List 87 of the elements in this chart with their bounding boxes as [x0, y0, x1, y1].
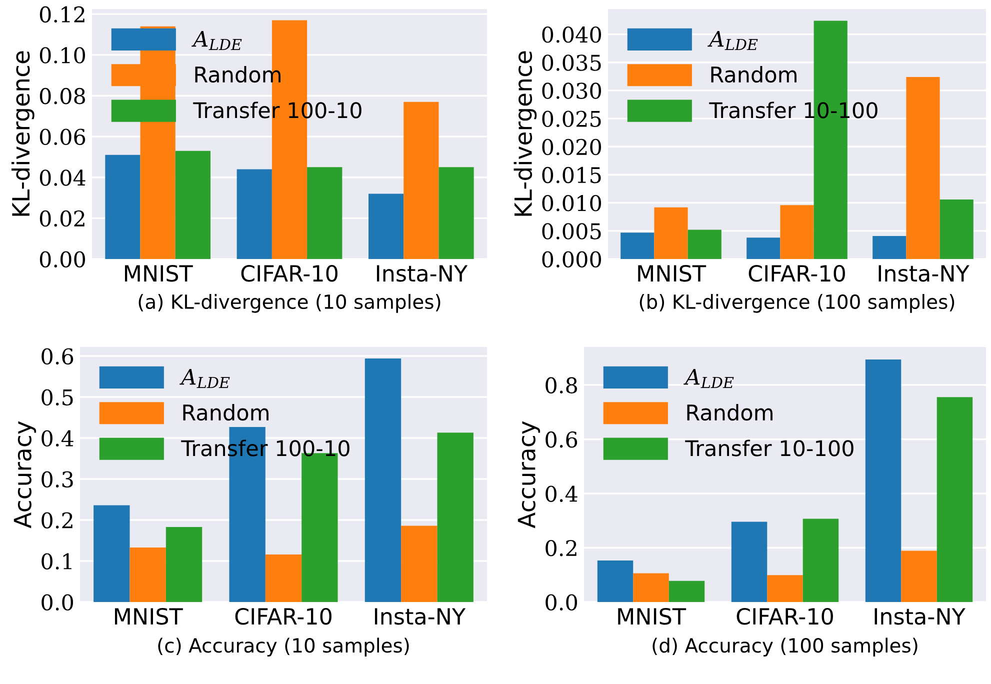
y-axis-title: Accuracy [14, 421, 36, 528]
text: (d) Accuracy (100 samples) [652, 638, 918, 657]
bar [767, 575, 803, 602]
bar [265, 554, 302, 602]
text: (a) KL-divergence (10 samples) [138, 294, 440, 313]
legend-label: Random [687, 404, 772, 421]
y-tick-label: 0.015 [542, 166, 601, 184]
bar [166, 526, 202, 602]
bar [633, 573, 669, 602]
bar [401, 526, 438, 602]
bar [668, 580, 705, 602]
bar [780, 205, 814, 259]
x-tick-label: MNIST [114, 608, 183, 625]
bar [404, 102, 439, 259]
bar [130, 547, 166, 602]
legend-label: A$_{LDE}$ [684, 368, 734, 388]
bar [865, 359, 902, 602]
bar [368, 194, 404, 259]
x-tick-label: Insta-NY [874, 608, 966, 625]
y-tick-label: 0.6 [42, 348, 74, 365]
bar [872, 236, 906, 259]
y-tick-label: 0.2 [42, 512, 72, 528]
bar [906, 76, 940, 259]
y-tick-label: 0.005 [542, 223, 601, 240]
x-tick-label: MNIST [638, 264, 706, 282]
legend-label: Transfer 10-100 [685, 440, 854, 456]
x-tick-label: Insta-NY [374, 608, 466, 625]
bar [731, 522, 768, 602]
y-tick-label: 0.020 [542, 138, 602, 156]
y-tick-label: 0.1 [42, 553, 72, 570]
y-tick-label: 0.10 [40, 47, 86, 64]
y-tick-label: 0.04 [40, 170, 86, 186]
x-tick-label: CIFAR-10 [241, 264, 338, 282]
bar [94, 505, 130, 602]
bar [438, 167, 474, 259]
y-tick-label: 0.4 [42, 430, 74, 446]
x-tick-label: Insta-NY [878, 265, 970, 282]
y-axis-title: KL-divergence [11, 51, 34, 216]
x-tick-label: CIFAR-10 [736, 608, 833, 625]
bar [437, 432, 474, 602]
y-tick-label: 0.040 [542, 26, 602, 43]
bar [105, 154, 140, 259]
y-tick-label: 0.02 [40, 210, 84, 227]
bar [364, 358, 402, 602]
bar [936, 397, 973, 602]
y-tick-label: 0.0 [546, 594, 578, 610]
y-tick-label: 0.8 [546, 377, 577, 394]
bar [654, 207, 688, 259]
y-axis-title: Accuracy [518, 421, 540, 528]
bar [688, 230, 722, 259]
y-tick-label: 0.2 [546, 540, 576, 556]
legend-label: A$_{LDE}$ [708, 30, 758, 50]
legend-label: A$_{LDE}$ [180, 368, 230, 388]
y-tick-label: 0.00 [40, 251, 86, 268]
y-tick-label: 0.025 [542, 110, 601, 128]
x-tick-label: CIFAR-10 [748, 264, 845, 282]
y-tick-label: 0.5 [42, 389, 73, 406]
bar [940, 199, 974, 259]
legend-label: A$_{LDE}$ [192, 30, 242, 50]
y-tick-label: 0.035 [542, 54, 601, 71]
x-tick-label: CIFAR-10 [235, 608, 332, 625]
x-tick-label: Insta-NY [376, 265, 468, 282]
y-tick-label: 0.030 [542, 82, 602, 99]
y-tick-label: 0.010 [542, 195, 602, 212]
y-tick-label: 0.06 [40, 128, 86, 146]
bar [175, 150, 210, 259]
legend-label: Random [183, 404, 268, 421]
y-tick-label: 0.08 [40, 88, 85, 104]
text: (c) Accuracy (10 samples) [158, 638, 409, 657]
bar [901, 550, 937, 602]
bar [620, 232, 654, 259]
y-tick-label: 0.3 [42, 471, 73, 488]
bar [597, 560, 634, 602]
bar [746, 238, 780, 259]
y-tick-label: 0.0 [42, 594, 74, 610]
x-tick-label: MNIST [618, 608, 686, 625]
y-tick-label: 0.000 [542, 251, 602, 268]
y-tick-label: 0.6 [546, 431, 578, 448]
bar [236, 169, 272, 259]
y-axis-title: KL-divergence [514, 51, 537, 216]
bar [802, 518, 839, 602]
legend-label: Random [711, 66, 796, 83]
text: (b) KL-divergence (100 samples) [640, 294, 954, 313]
y-tick-label: 0.12 [40, 6, 84, 23]
y-tick-label: 0.4 [546, 486, 578, 502]
bar [307, 167, 342, 259]
x-tick-label: MNIST [124, 264, 193, 282]
